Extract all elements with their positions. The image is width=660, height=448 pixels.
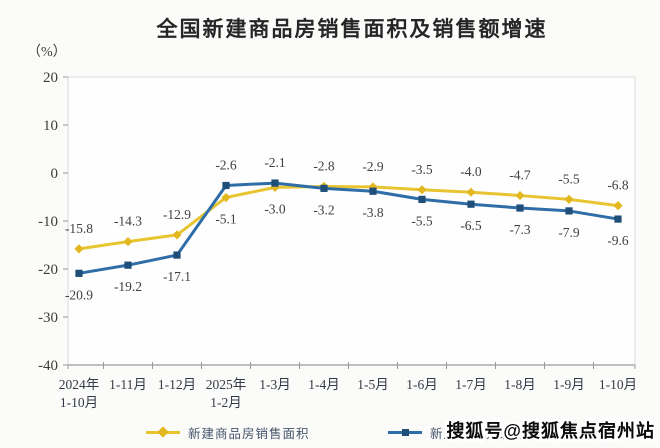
legend-sales-area-line-diamond-icon	[146, 421, 180, 443]
legend-sales-amount-line-square-icon	[388, 421, 422, 443]
data-point-value-label: -6.5	[460, 218, 482, 233]
x-axis-category-label: 2024年	[59, 377, 100, 392]
data-labels: -15.8 -14.3 -12.9 -5.1 -3.0 -2.8 -2.9 -3.5 -4.0 -…	[65, 155, 629, 302]
data-point-marker-diamond	[74, 244, 84, 254]
x-axis-category-label: 1-2月	[210, 395, 242, 410]
data-point-value-label: -5.5	[411, 213, 433, 228]
y-axis-tick-label: -10	[38, 214, 58, 230]
data-point-marker-square	[369, 187, 377, 195]
x-axis-category-label: 1-7月	[455, 377, 487, 392]
data-point-marker-diamond	[613, 201, 623, 211]
data-point-marker-square	[271, 179, 279, 187]
x-axis-category-label: 1-10月	[599, 377, 637, 392]
data-point-marker-square	[467, 200, 475, 208]
watermark: 搜狐号@搜狐焦点宿州站	[444, 418, 657, 444]
legend-label-sales-amount: 新建商品房销售额	[430, 426, 539, 441]
data-point-marker-square	[173, 251, 181, 259]
chart-title: 全国新建商品房销售面积及销售额增速	[156, 18, 548, 41]
axes	[67, 76, 636, 366]
data-point-marker-diamond	[466, 187, 476, 197]
data-point-value-label: -3.8	[362, 205, 384, 220]
data-point-value-label: -4.0	[460, 164, 482, 179]
data-point-marker-diamond	[515, 190, 525, 201]
data-point-value-label: -3.2	[313, 202, 334, 217]
data-point-value-label: -17.1	[163, 269, 191, 284]
data-point-marker-square	[75, 269, 83, 277]
data-point-value-label: -7.9	[558, 225, 580, 240]
data-point-marker-diamond	[221, 192, 231, 203]
y-axis-tick-label: 20	[43, 70, 58, 86]
data-point-value-label: -9.6	[607, 233, 629, 248]
data-point-marker-square	[320, 184, 328, 192]
y-axis-tick-label: 10	[43, 118, 58, 134]
data-point-marker-square	[418, 195, 426, 203]
data-point-value-label: -15.8	[65, 221, 93, 236]
data-point-value-label: -2.6	[215, 157, 237, 172]
series-0-line	[74, 181, 623, 254]
data-point-value-label: -3.0	[264, 201, 286, 216]
x-axis-category-label: 1-3月	[259, 377, 291, 392]
data-point-value-label: -12.9	[163, 207, 191, 222]
x-axis-category-label: 1-10月	[60, 395, 98, 410]
data-point-value-label: -14.3	[114, 214, 142, 229]
legend-item-sales-amount: 新建商品房销售额	[388, 421, 538, 443]
legend-item-sales-area: 新建商品房销售面积	[146, 421, 310, 443]
data-point-value-label: -2.8	[313, 158, 335, 173]
series-1-line	[75, 179, 622, 277]
x-axis-category-label: 1-6月	[406, 377, 438, 392]
data-point-marker-diamond	[123, 237, 133, 247]
x-axis-category-label: 1-8月	[504, 377, 536, 392]
y-axis-tick-label: 0	[51, 166, 59, 182]
x-axis-category-label: 1-11月	[109, 377, 147, 392]
y-axis-tick-label: -20	[38, 262, 58, 278]
y-axis-tick-label: -40	[38, 358, 58, 374]
legend-label-sales-area: 新建商品房销售面积	[188, 426, 310, 441]
data-point-marker-square	[516, 204, 524, 212]
data-point-marker-diamond	[417, 185, 427, 195]
data-point-value-label: -2.9	[362, 159, 384, 174]
data-point-marker-square	[614, 215, 622, 223]
x-axis-category-label: 1-9月	[553, 377, 585, 392]
x-axis-category-label: 2025年	[206, 377, 247, 392]
x-axis: 2024年 1-10月 1-11月 1-12月 2025年 1-2月 1-3月 1-4月 1-5…	[59, 362, 637, 410]
data-point-marker-square	[565, 207, 573, 215]
x-axis-category-label: 1-4月	[308, 377, 340, 392]
y-axis: 20 10 0 -10 -20 -30 -40	[38, 70, 68, 374]
data-point-value-label: -20.9	[65, 287, 93, 302]
x-axis-category-label: 1-12月	[158, 377, 196, 392]
data-point-marker-diamond	[172, 230, 182, 240]
data-point-marker-diamond	[564, 194, 574, 204]
y-axis-tick-label: -30	[38, 310, 58, 326]
data-point-value-label: -3.5	[411, 162, 433, 177]
data-point-marker-square	[222, 181, 230, 190]
data-point-value-label: -6.8	[607, 178, 629, 193]
data-point-value-label: -5.5	[558, 171, 580, 186]
legend: 新建商品房销售面积 新建商品房销售额	[0, 421, 660, 443]
data-point-value-label: -19.2	[114, 279, 142, 294]
data-point-value-label: -2.1	[264, 155, 285, 170]
data-point-value-label: -4.7	[509, 168, 531, 183]
data-point-value-label: -5.1	[215, 211, 236, 226]
data-point-value-label: -7.3	[509, 222, 531, 237]
y-axis-unit-label: （%）	[27, 45, 67, 60]
x-axis-category-label: 1-5月	[357, 377, 389, 392]
watermark-text: 搜狐号@搜狐焦点宿州站	[446, 420, 655, 441]
data-point-marker-square	[124, 261, 132, 269]
